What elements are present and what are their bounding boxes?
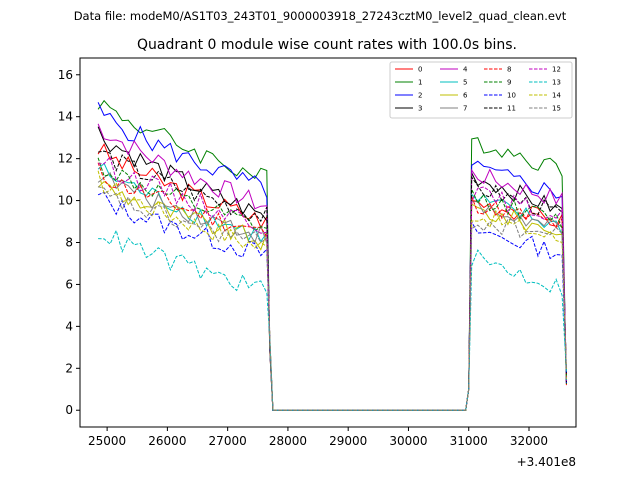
legend-label: 9 — [507, 79, 511, 87]
legend-label: 10 — [507, 92, 516, 100]
legend-label: 3 — [418, 105, 422, 113]
legend-frame — [389, 61, 573, 119]
legend-label: 13 — [552, 79, 561, 87]
series-line-12 — [98, 155, 567, 411]
legend-label: 0 — [418, 66, 422, 74]
series-line-8 — [97, 162, 567, 411]
legend-label: 4 — [463, 66, 468, 74]
legend-label: 2 — [418, 92, 422, 100]
y-tick-label: 4 — [65, 319, 73, 333]
y-tick-label: 14 — [58, 110, 73, 124]
series-line-2 — [97, 102, 567, 411]
legend-label: 15 — [552, 105, 561, 113]
series-line-6 — [97, 180, 567, 411]
legend-label: 11 — [507, 105, 516, 113]
series-line-14 — [97, 170, 567, 411]
y-tick-label: 0 — [65, 403, 73, 417]
x-axis: 25000 26000 27000 28000 29000 30000 31000 32000 — [88, 427, 548, 448]
x-tick-label: 26000 — [148, 434, 186, 448]
series-line-5 — [97, 162, 567, 411]
legend-label: 14 — [552, 92, 561, 100]
legend-label: 1 — [418, 79, 422, 87]
chart-suptitle: Data file: modeM0/AS1T03_243T01_90000039… — [74, 9, 567, 23]
legend-label: 5 — [463, 79, 467, 87]
y-axis: 0 2 4 6 8 10 12 14 16 — [58, 68, 80, 417]
legend-label: 12 — [552, 66, 561, 74]
y-tick-label: 10 — [58, 194, 73, 208]
y-tick-label: 8 — [65, 236, 73, 250]
x-tick-label: 25000 — [88, 434, 126, 448]
x-tick-label: 30000 — [389, 434, 427, 448]
legend-label: 7 — [463, 105, 467, 113]
series-line-15 — [97, 186, 567, 411]
x-tick-label: 28000 — [269, 434, 307, 448]
x-tick-label: 29000 — [329, 434, 367, 448]
series-line-13 — [98, 229, 567, 411]
series-line-11 — [98, 150, 567, 411]
series-line-0 — [97, 143, 567, 411]
legend-label: 6 — [463, 92, 468, 100]
x-tick-label: 31000 — [450, 434, 488, 448]
x-offset-label: +3.401e8 — [517, 455, 576, 469]
series-line-1 — [97, 99, 567, 411]
legend-label: 8 — [507, 66, 511, 74]
series-line-9 — [97, 157, 567, 411]
series-line-3 — [97, 126, 567, 411]
series-line-4 — [97, 123, 567, 411]
y-tick-label: 2 — [65, 361, 73, 375]
x-tick-label: 27000 — [209, 434, 247, 448]
y-tick-label: 16 — [58, 68, 73, 82]
chart-title: Quadrant 0 module wise count rates with … — [137, 37, 517, 53]
plot-area — [79, 57, 577, 428]
series-line-10 — [97, 191, 567, 411]
series-layer — [97, 99, 567, 411]
y-tick-label: 6 — [65, 277, 73, 291]
x-tick-label: 32000 — [510, 434, 548, 448]
y-tick-label: 12 — [58, 152, 73, 166]
